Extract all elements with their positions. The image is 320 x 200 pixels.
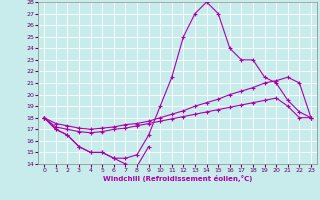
X-axis label: Windchill (Refroidissement éolien,°C): Windchill (Refroidissement éolien,°C) <box>103 175 252 182</box>
